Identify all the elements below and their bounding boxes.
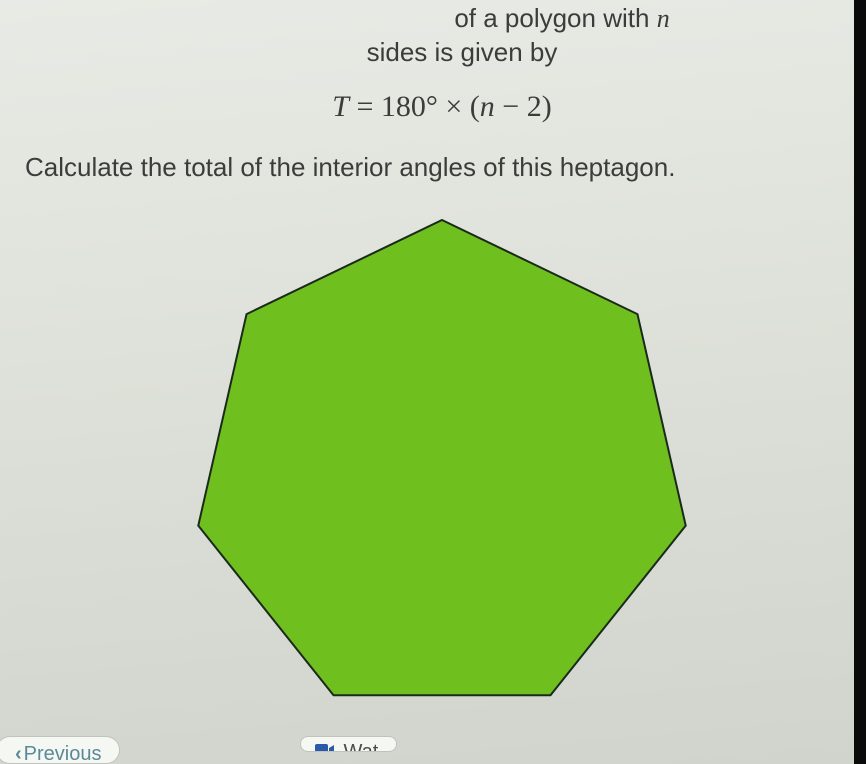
watch-label: Wat — [343, 741, 378, 752]
formula-eq: = 180° × ( — [349, 90, 480, 123]
figure-container — [20, 215, 824, 715]
formula-n: n — [480, 90, 495, 123]
formula-T: T — [332, 90, 349, 123]
variable-n: n — [657, 4, 670, 33]
previous-button[interactable]: ‹Previous — [0, 736, 120, 764]
chevron-left-icon: ‹ — [15, 743, 22, 764]
intro-line-2: sides is given by — [20, 36, 824, 70]
question-text: Calculate the total of the interior angl… — [20, 149, 824, 185]
formula-tail: − 2) — [495, 90, 552, 123]
heptagon-figure — [182, 215, 702, 715]
previous-label: Previous — [24, 743, 102, 764]
question-content: of a polygon with n sides is given by T … — [0, 0, 854, 715]
bottom-button-row: ‹Previous Wat — [0, 736, 854, 764]
video-icon — [315, 743, 335, 752]
watch-button[interactable]: Wat — [300, 736, 397, 752]
formula: T = 180° × (n − 2) — [20, 90, 824, 124]
intro-fragment: of a polygon with — [454, 3, 649, 33]
heptagon-shape — [198, 220, 685, 695]
intro-line-1: of a polygon with n — [20, 0, 824, 36]
